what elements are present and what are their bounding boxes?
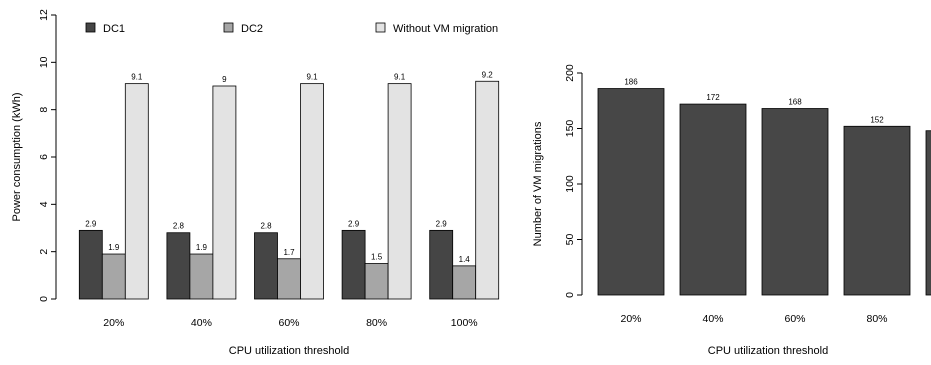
data-label: 1.9 (196, 243, 208, 252)
data-label: 2.9 (348, 219, 360, 228)
legend-label: Without VM migration (393, 23, 498, 35)
legend-label: DC2 (241, 23, 263, 35)
bar (300, 83, 324, 300)
data-label: 2.9 (85, 219, 97, 228)
data-label: 9.1 (131, 73, 143, 82)
x-tick-label: 20% (620, 313, 641, 325)
x-tick-label: 40% (191, 317, 212, 329)
data-label: 1.5 (371, 253, 383, 262)
y-tick-label: 10 (38, 56, 50, 68)
bar (925, 130, 931, 296)
bar (78, 229, 103, 300)
x-tick-label: 40% (702, 313, 723, 325)
y-tick-label: 4 (38, 201, 50, 207)
data-label: 2.9 (436, 219, 448, 228)
bar (387, 83, 412, 300)
bar (166, 232, 191, 300)
bar (761, 108, 829, 296)
data-label: 9.1 (306, 73, 318, 82)
bar (254, 232, 278, 300)
data-label: 152 (870, 115, 884, 124)
y-tick-label: 0 (38, 296, 50, 302)
x-tick-label: 80% (366, 317, 387, 329)
bar (475, 80, 500, 300)
data-label: 1.9 (108, 243, 120, 252)
y-axis-title: Power consumption (kWh) (11, 93, 23, 222)
data-label: 9 (222, 75, 227, 84)
data-label: 2.8 (260, 222, 272, 231)
y-tick-label: 200 (564, 64, 576, 82)
y-tick-label: 12 (38, 9, 50, 21)
legend-swatch (223, 22, 234, 33)
bar (597, 88, 665, 296)
bar (452, 265, 477, 300)
data-label: 168 (788, 98, 802, 107)
bar (341, 229, 366, 300)
x-tick-label: 20% (103, 317, 124, 329)
legend-swatch (375, 22, 386, 33)
bar (101, 253, 126, 300)
bar (212, 85, 237, 300)
data-label: 9.2 (482, 70, 494, 79)
legend-label: DC1 (103, 23, 125, 35)
bar (364, 263, 389, 300)
y-tick-label: 2 (38, 249, 50, 255)
bar (277, 258, 301, 300)
x-tick-label: 60% (784, 313, 805, 325)
x-tick-label: 100% (451, 317, 478, 329)
x-axis-title: CPU utilization threshold (229, 345, 349, 357)
y-tick-label: 8 (38, 107, 50, 113)
y-tick-label: 50 (564, 234, 576, 246)
data-label: 1.4 (459, 255, 471, 264)
bar (189, 253, 214, 300)
x-axis-title: CPU utilization threshold (708, 345, 828, 357)
y-tick-label: 150 (564, 120, 576, 138)
y-tick-label: 6 (38, 154, 50, 160)
data-label: 186 (624, 78, 638, 87)
vm-migrations-chart: 0 50 100 150 200 Number of VM migrations 186 20… (532, 64, 931, 357)
data-label: 2.8 (173, 222, 185, 231)
x-tick-label: 80% (866, 313, 887, 325)
bar (843, 125, 911, 296)
y-axis-title: Number of VM migrations (532, 121, 544, 246)
bar (124, 83, 149, 300)
data-label: 9.1 (394, 73, 406, 82)
data-label: 172 (706, 93, 720, 102)
data-label: 1.7 (283, 248, 295, 257)
bar (679, 103, 747, 296)
y-tick-label: 0 (564, 292, 576, 298)
legend-swatch (85, 22, 96, 33)
power-consumption-chart: 0 2 4 6 8 10 12 Power consumption (kWh) 2.9 1.9 9.… (11, 9, 500, 357)
x-tick-label: 60% (278, 317, 299, 329)
bar (429, 229, 454, 300)
y-tick-label: 100 (564, 175, 576, 193)
